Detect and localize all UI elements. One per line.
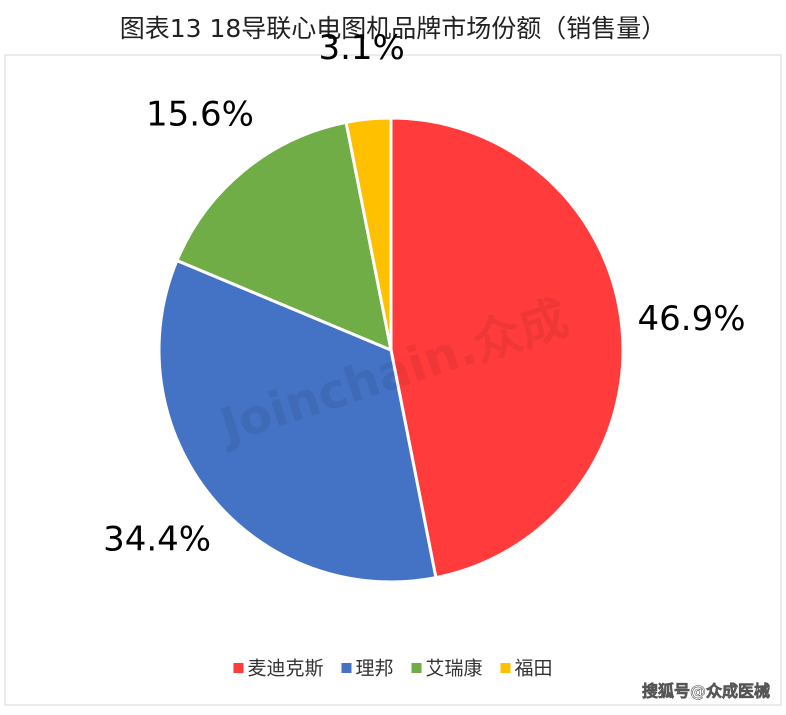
pie (157, 116, 625, 584)
legend-swatch (500, 663, 511, 673)
source-watermark: 搜狐号@众成医械 (642, 682, 770, 701)
data-label: 15.6% (146, 95, 254, 135)
legend-label: 麦迪克斯 (247, 658, 323, 680)
legend-label: 艾瑞康 (426, 658, 483, 680)
chart-title: 图表13 18导联心电图机品牌市场份额（销售量） (120, 14, 667, 43)
legend-swatch (233, 663, 244, 673)
pie-slice (344, 116, 393, 351)
data-label: 34.4% (103, 520, 211, 560)
legend: 麦迪克斯 理邦 艾瑞康 福田 (233, 658, 553, 680)
data-label: 3.1% (318, 28, 404, 68)
legend-label: 理邦 (355, 658, 393, 680)
legend-label: 福田 (515, 658, 553, 680)
legend-swatch (341, 663, 352, 673)
data-label: 46.9% (638, 299, 746, 339)
legend-swatch (411, 663, 422, 673)
pie-slice (174, 120, 394, 353)
pie-slice (389, 116, 625, 580)
